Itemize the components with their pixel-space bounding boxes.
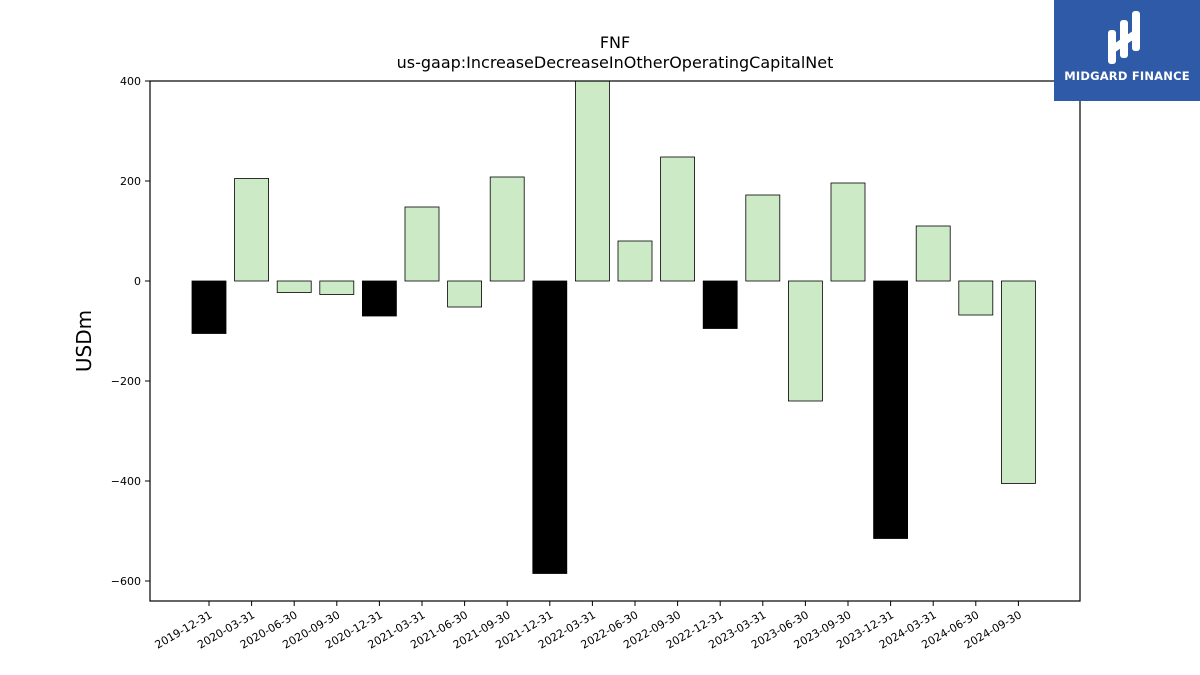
bar-2023-09-30 — [830, 182, 866, 282]
y-tick-label: −600 — [111, 575, 141, 588]
y-tick-label: −200 — [111, 375, 141, 388]
chart-subtitle: us-gaap:IncreaseDecreaseInOtherOperating… — [397, 53, 834, 72]
bar-2020-12-31 — [361, 280, 397, 317]
bar-2022-06-30 — [617, 240, 653, 282]
bar-2023-06-30 — [788, 280, 823, 402]
y-tick-label: 400 — [120, 75, 141, 88]
plot-frame — [149, 80, 1081, 602]
bar-2020-03-31 — [234, 178, 270, 282]
bar-2021-09-30 — [489, 176, 525, 282]
x-axis: 2019-12-312020-03-312020-06-302020-09-30… — [153, 601, 1024, 652]
chart-title: FNF — [600, 33, 630, 52]
bars-group — [191, 80, 1036, 574]
bar-2024-09-30 — [1001, 280, 1036, 484]
bar-2024-06-30 — [958, 280, 994, 316]
bar-2021-12-31 — [532, 280, 568, 574]
brand-logo: MIDGARD FINANCE — [1054, 0, 1200, 101]
bar-2021-03-31 — [404, 206, 440, 282]
y-axis: 400 200 0 −200 −400 −600 — [111, 75, 150, 588]
y-tick-label: 0 — [134, 275, 141, 288]
bar-2023-03-31 — [745, 194, 781, 282]
bar-2023-12-31 — [873, 280, 908, 539]
brand-name: MIDGARD FINANCE — [1064, 69, 1190, 83]
bar-2020-06-30 — [276, 280, 312, 293]
bar-2020-09-30 — [319, 280, 355, 295]
y-tick-label: −400 — [111, 475, 141, 488]
bar-2022-03-31 — [575, 80, 610, 282]
y-tick-label: 200 — [120, 175, 141, 188]
y-axis-label: USDm — [72, 310, 96, 372]
midgard-logo-icon — [1108, 11, 1140, 64]
bar-2019-12-31 — [191, 280, 227, 334]
bar-2022-09-30 — [660, 156, 695, 282]
bar-2024-03-31 — [915, 225, 951, 282]
bar-2021-06-30 — [447, 280, 483, 308]
bar-2022-12-31 — [702, 280, 738, 329]
